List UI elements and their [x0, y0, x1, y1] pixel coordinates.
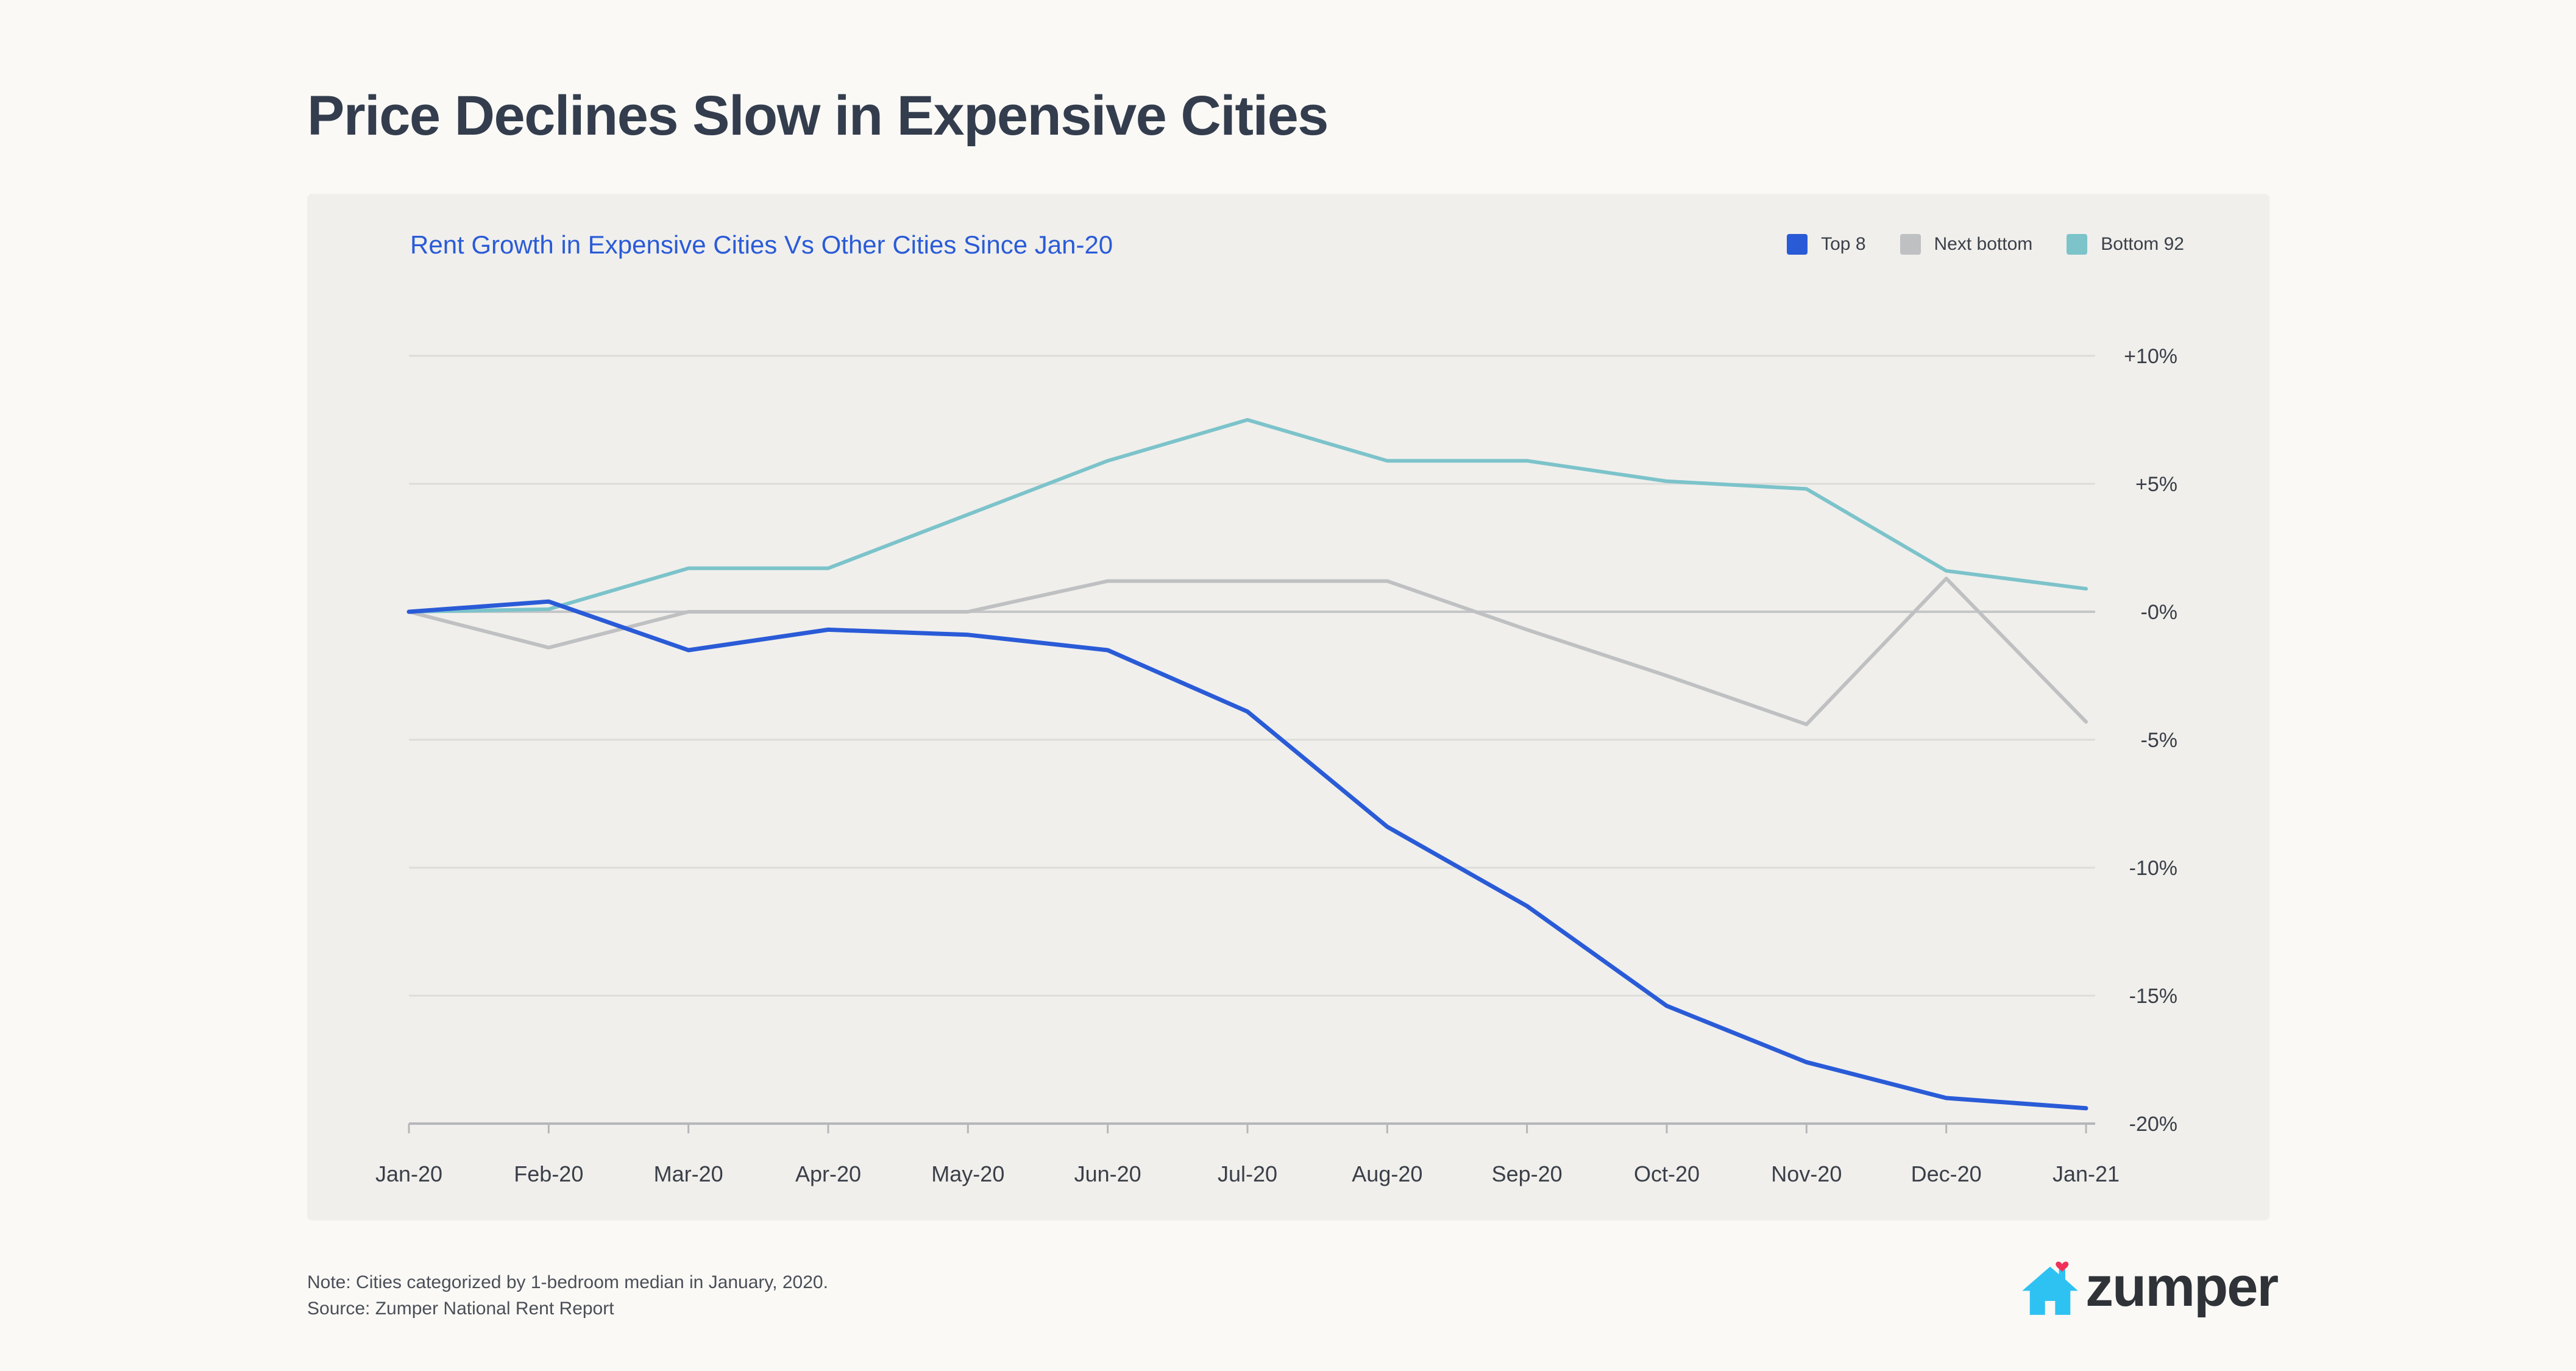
y-tick-label: -20%	[2129, 1113, 2177, 1136]
y-tick-label: -0%	[2141, 601, 2177, 624]
legend-item-top-8: Top 8	[1787, 234, 1866, 255]
x-tick-label: Nov-20	[1771, 1161, 1842, 1186]
legend-label-top-8: Top 8	[1821, 234, 1866, 254]
legend-swatch-bottom-92	[2067, 234, 2088, 255]
y-tick-label: -15%	[2129, 985, 2177, 1008]
legend: Top 8 Next bottom Bottom 92	[1787, 234, 2184, 255]
x-tick-label: Jun-20	[1074, 1161, 1141, 1186]
y-tick-label: +10%	[2124, 345, 2177, 368]
zumper-logo: zumper	[2018, 1254, 2279, 1318]
legend-label-next-bottom: Next bottom	[1934, 234, 2033, 254]
house-heart-icon	[2022, 1261, 2078, 1315]
legend-item-bottom-92: Bottom 92	[2067, 234, 2184, 255]
legend-swatch-top-8	[1787, 234, 1808, 255]
grid-layer	[409, 355, 2095, 1125]
brand-wordmark: zumper	[2085, 1256, 2279, 1318]
x-tick-label: Aug-20	[1352, 1161, 1422, 1186]
y-tick-label: -10%	[2129, 857, 2177, 880]
series-line-next-bottom	[407, 576, 2088, 726]
chart-card: Rent Growth in Expensive Cities Vs Other…	[307, 194, 2269, 1220]
page-title: Price Declines Slow in Expensive Cities	[307, 85, 1329, 147]
footnote-note: Note: Cities categorized by 1-bedroom me…	[307, 1272, 828, 1292]
footnote-source: Source: Zumper National Rent Report	[307, 1298, 614, 1319]
x-tick-label: Jan-20	[375, 1161, 442, 1186]
y-tick-label: +5%	[2135, 473, 2177, 496]
x-tick-label: Mar-20	[654, 1161, 723, 1186]
line-chart: +10% +5% -0% -5% -10% -15% -20% Jan-20 Feb-20 Mar…	[375, 345, 2177, 1186]
series-layer	[406, 418, 2088, 1111]
series-line-top-8	[406, 599, 2088, 1111]
legend-label-bottom-92: Bottom 92	[2101, 234, 2184, 254]
chart-title: Rent Growth in Expensive Cities Vs Other…	[410, 230, 1113, 259]
axis-layer: +10% +5% -0% -5% -10% -15% -20% Jan-20 Feb-20 Mar…	[375, 345, 2177, 1186]
x-tick-label: Oct-20	[1634, 1161, 1700, 1186]
x-tick-label: Jan-21	[2053, 1161, 2120, 1186]
x-tick-label: Jul-20	[1218, 1161, 1277, 1186]
x-tick-label: Apr-20	[795, 1161, 861, 1186]
x-tick-label: Dec-20	[1911, 1161, 1982, 1186]
x-tick-label: Feb-20	[514, 1161, 583, 1186]
footnote: Note: Cities categorized by 1-bedroom me…	[307, 1269, 828, 1322]
series-line-bottom-92	[407, 418, 2088, 614]
x-tick-label: Sep-20	[1492, 1161, 1563, 1186]
legend-item-next-bottom: Next bottom	[1900, 234, 2033, 255]
x-tick-label: May-20	[931, 1161, 1004, 1186]
y-tick-label: -5%	[2141, 729, 2177, 752]
legend-swatch-next-bottom	[1900, 234, 1921, 255]
